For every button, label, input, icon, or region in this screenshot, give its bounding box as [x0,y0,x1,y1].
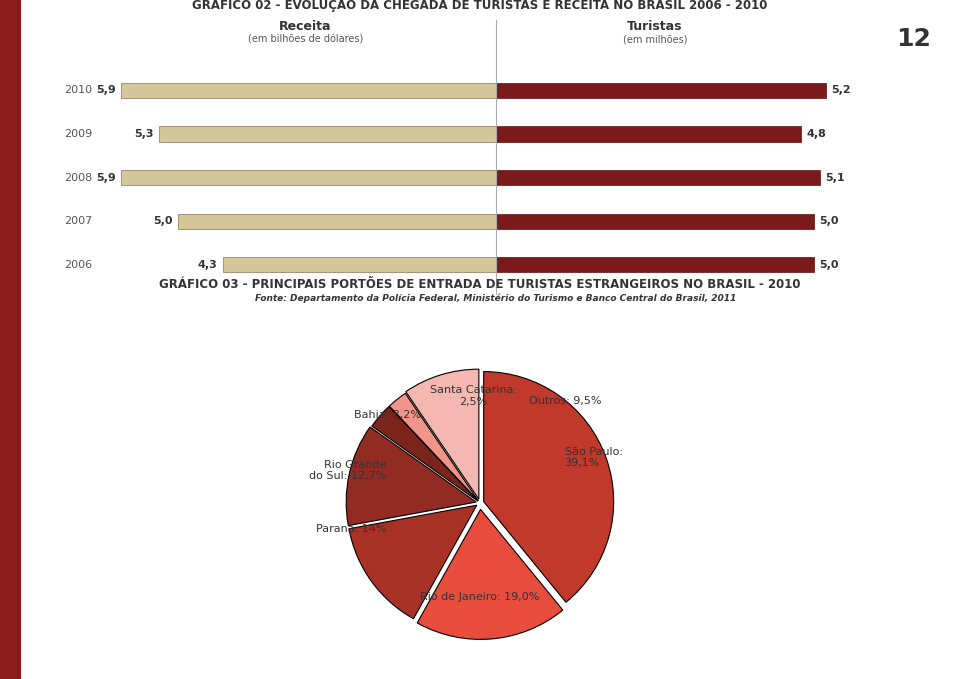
Bar [223,257,496,272]
Title: GRÁFICO 02 - EVOLUÇÃO DA CHEGADA DE TURISTAS E RECEITA NO BRASIL 2006 - 2010: GRÁFICO 02 - EVOLUÇÃO DA CHEGADA DE TURI… [192,0,768,12]
Text: 2007: 2007 [63,216,92,226]
Text: Receita: Receita [279,20,331,33]
Wedge shape [418,509,563,640]
Wedge shape [347,427,476,526]
Text: Outros: 9,5%: Outros: 9,5% [529,397,602,407]
Text: 2008: 2008 [63,172,92,183]
Title: GRÁFICO 03 - PRINCIPAIS PORTÕES DE ENTRADA DE TURISTAS ESTRANGEIROS NO BRASIL - : GRÁFICO 03 - PRINCIPAIS PORTÕES DE ENTRA… [159,278,801,291]
Text: 5,0: 5,0 [154,216,173,226]
Text: 12: 12 [897,27,931,51]
Text: Paraná: 14%: Paraná: 14% [316,524,386,534]
Text: Rio de Janeiro: 19,0%: Rio de Janeiro: 19,0% [420,591,540,602]
Wedge shape [406,369,479,499]
Bar [159,126,496,141]
Bar [121,170,496,185]
Text: Santa Catarina:
2,5%: Santa Catarina: 2,5% [430,386,517,407]
Bar [121,83,496,98]
Text: Rio Grande
do Sul: 12,7%: Rio Grande do Sul: 12,7% [309,460,386,481]
Bar [496,83,827,98]
Text: 5,9: 5,9 [96,86,116,95]
Wedge shape [390,393,478,501]
Text: 5,9: 5,9 [96,172,116,183]
Text: Fonte: Departamento da Polícia Federal, Ministério do Turismo e Banco Central do: Fonte: Departamento da Polícia Federal, … [255,293,736,303]
Text: 5,1: 5,1 [826,172,845,183]
Text: 5,0: 5,0 [819,216,838,226]
Text: Turistas: Turistas [627,20,683,33]
Wedge shape [484,371,613,602]
Text: 4,8: 4,8 [806,129,826,139]
Text: Bahia: 3,2%: Bahia: 3,2% [354,409,421,420]
Bar [496,126,801,141]
Text: 5,3: 5,3 [134,129,154,139]
Bar [179,213,496,229]
Text: 2010: 2010 [63,86,92,95]
Text: São Paulo:
39,1%: São Paulo: 39,1% [564,447,622,469]
Text: 2006: 2006 [63,260,92,270]
Text: 2009: 2009 [63,129,92,139]
Bar [496,213,814,229]
Wedge shape [349,505,477,619]
Bar [496,170,820,185]
Text: 5,0: 5,0 [819,260,838,270]
Text: 4,3: 4,3 [198,260,218,270]
Wedge shape [372,407,478,501]
Text: (em milhões): (em milhões) [622,35,687,44]
Text: 5,2: 5,2 [831,86,852,95]
Text: (em bilhões de dólares): (em bilhões de dólares) [248,35,363,44]
Bar [496,257,814,272]
